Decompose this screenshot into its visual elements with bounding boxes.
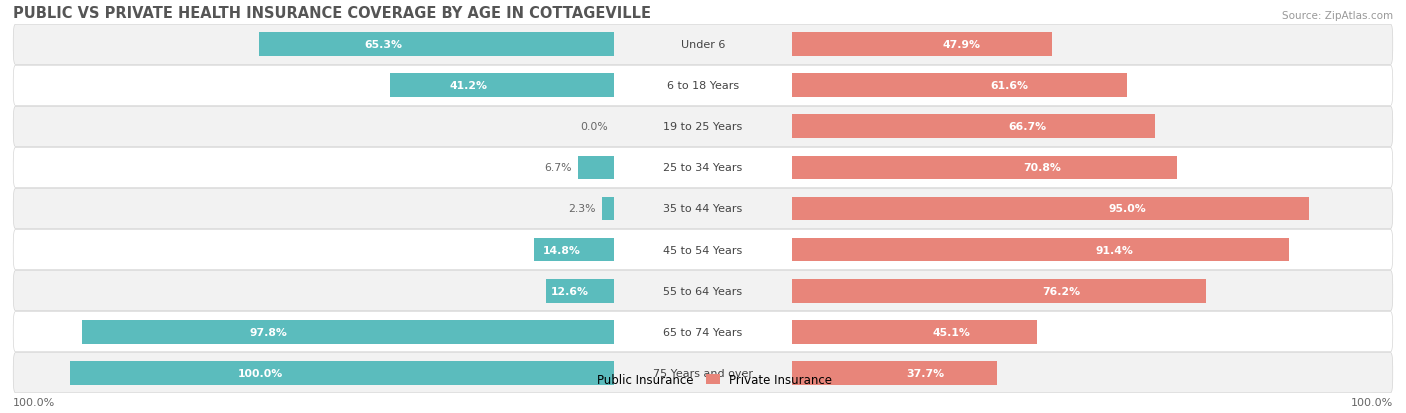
Text: 95.0%: 95.0% — [1109, 204, 1146, 214]
Text: Under 6: Under 6 — [681, 40, 725, 50]
Text: 37.7%: 37.7% — [905, 368, 943, 378]
Text: 61.6%: 61.6% — [990, 81, 1028, 91]
Text: 45 to 54 Years: 45 to 54 Years — [664, 245, 742, 255]
Text: 12.6%: 12.6% — [551, 286, 589, 296]
Bar — [792, 320, 1038, 344]
FancyBboxPatch shape — [13, 66, 1393, 106]
Bar — [792, 197, 1309, 221]
FancyBboxPatch shape — [13, 107, 1393, 147]
Text: 65 to 74 Years: 65 to 74 Years — [664, 327, 742, 337]
Bar — [70, 361, 614, 385]
Text: 14.8%: 14.8% — [543, 245, 581, 255]
Bar — [259, 33, 614, 57]
FancyBboxPatch shape — [13, 230, 1393, 270]
Text: 6.7%: 6.7% — [544, 163, 572, 173]
Text: 100.0%: 100.0% — [1351, 396, 1393, 406]
Bar — [792, 361, 997, 385]
Bar — [792, 238, 1289, 262]
Legend: Public Insurance, Private Insurance: Public Insurance, Private Insurance — [569, 369, 837, 391]
Text: 66.7%: 66.7% — [1008, 122, 1046, 132]
Text: 47.9%: 47.9% — [942, 40, 980, 50]
FancyBboxPatch shape — [13, 189, 1393, 229]
Bar — [391, 74, 614, 98]
Bar — [82, 320, 614, 344]
Text: 100.0%: 100.0% — [238, 368, 284, 378]
Text: 41.2%: 41.2% — [450, 81, 488, 91]
Bar — [792, 279, 1206, 303]
Bar — [792, 156, 1177, 180]
Text: 97.8%: 97.8% — [249, 327, 287, 337]
Bar — [792, 33, 1052, 57]
Bar — [792, 74, 1126, 98]
Bar — [792, 115, 1154, 139]
Text: 2.3%: 2.3% — [568, 204, 596, 214]
FancyBboxPatch shape — [13, 271, 1393, 311]
Bar — [546, 279, 614, 303]
Text: 91.4%: 91.4% — [1095, 245, 1133, 255]
Text: Source: ZipAtlas.com: Source: ZipAtlas.com — [1282, 12, 1393, 21]
Bar — [578, 156, 614, 180]
Text: 76.2%: 76.2% — [1042, 286, 1080, 296]
Text: 45.1%: 45.1% — [932, 327, 970, 337]
FancyBboxPatch shape — [13, 148, 1393, 188]
Text: 6 to 18 Years: 6 to 18 Years — [666, 81, 740, 91]
Text: 55 to 64 Years: 55 to 64 Years — [664, 286, 742, 296]
Text: 35 to 44 Years: 35 to 44 Years — [664, 204, 742, 214]
FancyBboxPatch shape — [13, 312, 1393, 352]
Bar — [602, 197, 614, 221]
Text: 19 to 25 Years: 19 to 25 Years — [664, 122, 742, 132]
Text: 70.8%: 70.8% — [1024, 163, 1062, 173]
Text: 65.3%: 65.3% — [364, 40, 402, 50]
Text: 25 to 34 Years: 25 to 34 Years — [664, 163, 742, 173]
FancyBboxPatch shape — [13, 353, 1393, 393]
Text: 100.0%: 100.0% — [13, 396, 55, 406]
Bar — [534, 238, 614, 262]
Text: 75 Years and over: 75 Years and over — [652, 368, 754, 378]
Text: 0.0%: 0.0% — [581, 122, 607, 132]
Text: PUBLIC VS PRIVATE HEALTH INSURANCE COVERAGE BY AGE IN COTTAGEVILLE: PUBLIC VS PRIVATE HEALTH INSURANCE COVER… — [13, 7, 651, 21]
FancyBboxPatch shape — [13, 25, 1393, 65]
